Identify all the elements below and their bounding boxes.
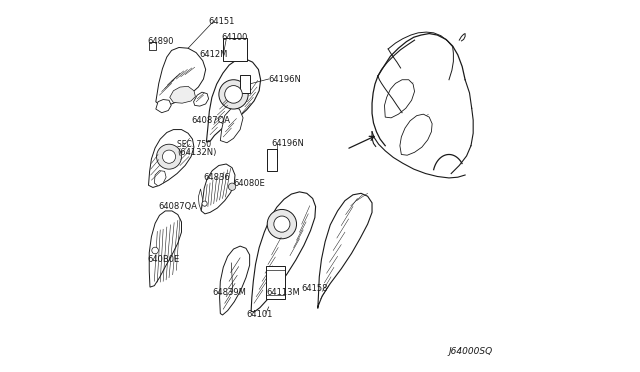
Circle shape — [268, 209, 296, 239]
Polygon shape — [156, 100, 172, 113]
Circle shape — [228, 183, 236, 190]
Text: 64101: 64101 — [246, 311, 273, 320]
Text: 64158: 64158 — [301, 284, 328, 293]
Polygon shape — [170, 86, 195, 103]
Circle shape — [163, 150, 175, 163]
Text: 64196N: 64196N — [269, 75, 301, 84]
Circle shape — [152, 247, 158, 254]
Polygon shape — [198, 189, 203, 211]
Bar — [266, 266, 285, 299]
Polygon shape — [193, 92, 209, 106]
Text: 64080E: 64080E — [234, 179, 265, 188]
Bar — [149, 42, 156, 50]
Polygon shape — [148, 129, 194, 187]
Polygon shape — [318, 193, 372, 308]
Text: 64890: 64890 — [147, 37, 173, 46]
Text: 64836: 64836 — [204, 173, 230, 182]
Bar — [240, 75, 250, 93]
Text: 64087QA: 64087QA — [158, 202, 197, 211]
Circle shape — [225, 86, 243, 103]
Bar — [223, 38, 248, 61]
Bar — [268, 149, 276, 171]
Text: SEC. 750: SEC. 750 — [177, 141, 211, 150]
Polygon shape — [154, 171, 166, 186]
Polygon shape — [220, 108, 243, 143]
Polygon shape — [251, 192, 316, 312]
Text: 6412M: 6412M — [199, 50, 227, 59]
Text: 64196N: 64196N — [271, 140, 305, 148]
Text: (64132N): (64132N) — [177, 148, 216, 157]
Polygon shape — [220, 246, 250, 315]
Polygon shape — [201, 164, 235, 214]
Text: 64100: 64100 — [221, 33, 248, 42]
Circle shape — [202, 201, 207, 206]
Circle shape — [157, 144, 182, 169]
Polygon shape — [207, 58, 260, 142]
Polygon shape — [149, 211, 182, 287]
Text: 64151: 64151 — [208, 17, 235, 26]
Text: J64000SQ: J64000SQ — [449, 347, 493, 356]
Text: 640B0E: 640B0E — [148, 255, 180, 264]
Polygon shape — [400, 114, 432, 155]
Circle shape — [274, 216, 290, 232]
Circle shape — [219, 80, 248, 109]
Polygon shape — [385, 80, 415, 118]
Text: 64839M: 64839M — [212, 288, 246, 297]
Text: 64113M: 64113M — [266, 288, 300, 297]
Polygon shape — [156, 48, 205, 107]
Text: 64087QA: 64087QA — [191, 116, 230, 125]
